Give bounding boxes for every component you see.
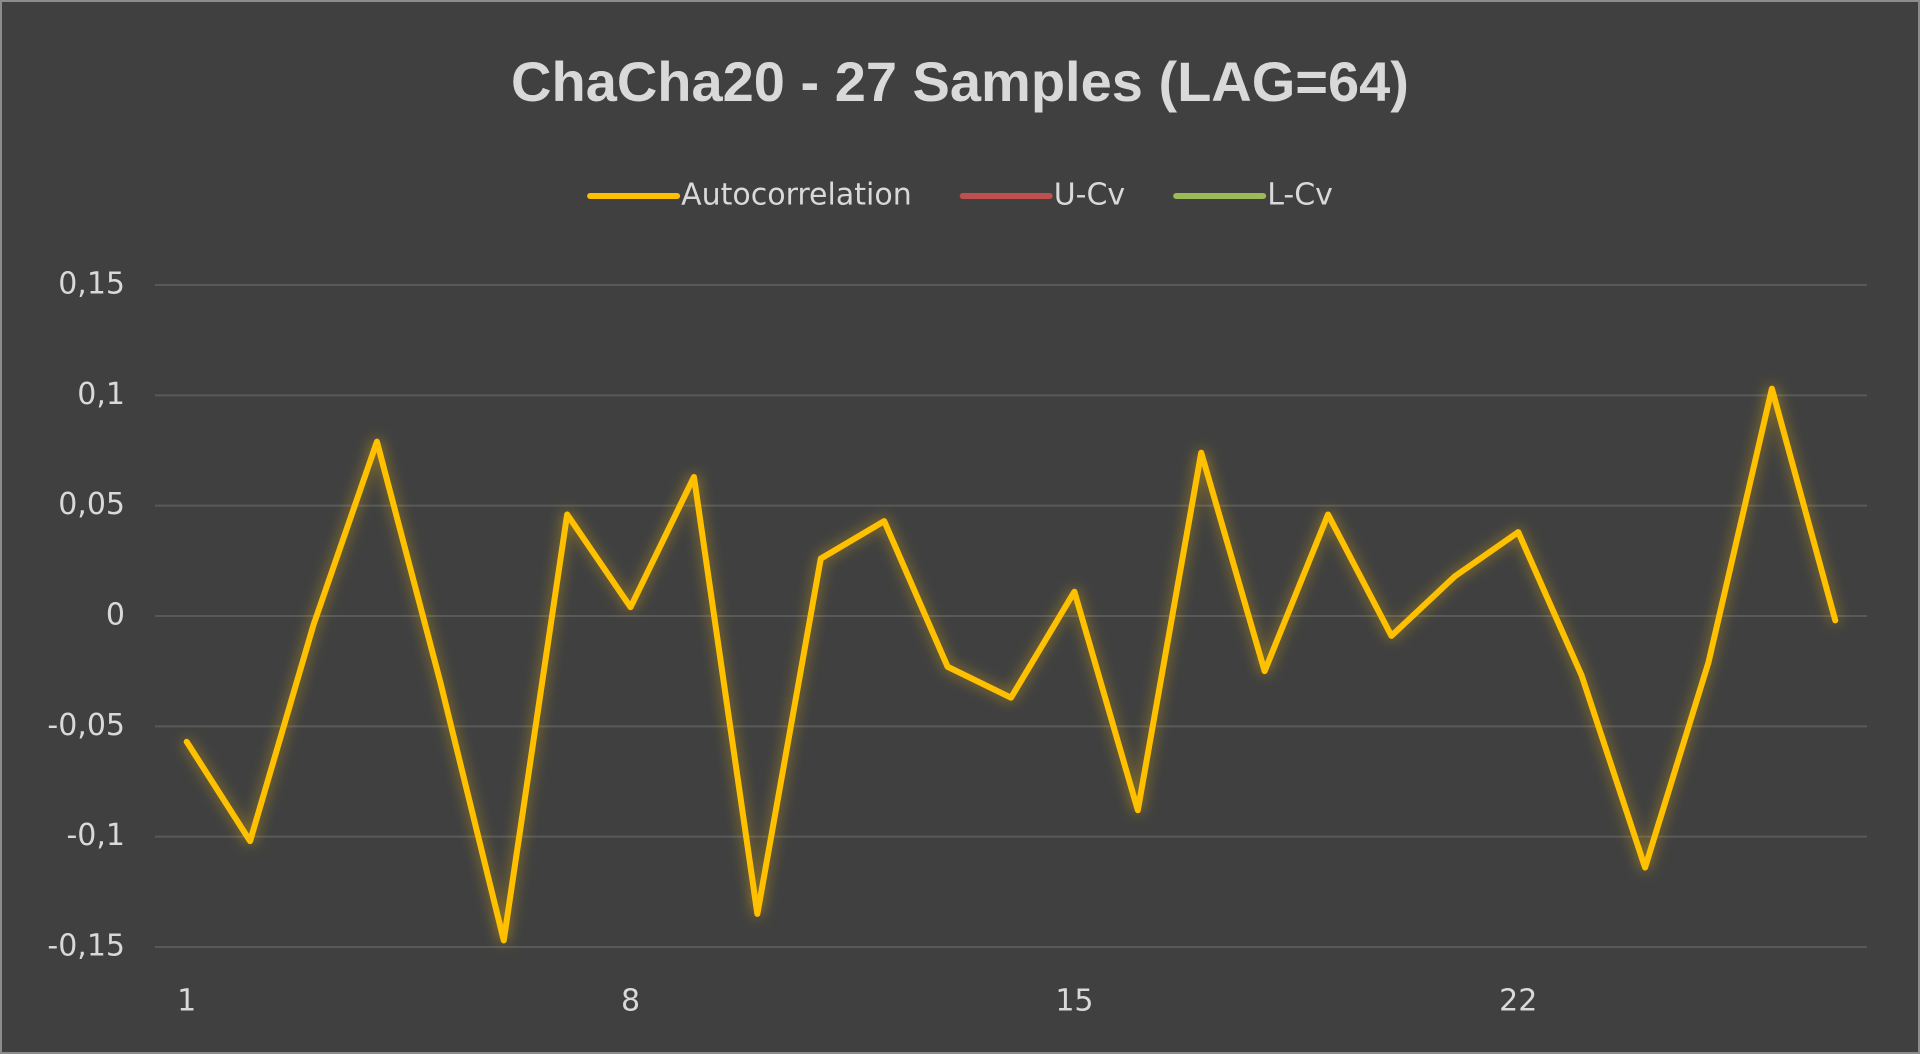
legend-label: U-Cv xyxy=(1054,178,1125,213)
legend-label: L-Cv xyxy=(1267,178,1333,213)
y-tick-label: 0 xyxy=(106,598,125,633)
chart-title: ChaCha20 - 27 Samples (LAG=64) xyxy=(511,50,1409,113)
x-tick-label: 22 xyxy=(1499,984,1537,1019)
y-tick-label: -0,05 xyxy=(47,708,125,743)
x-tick-label: 8 xyxy=(621,984,640,1019)
y-tick-label: 0,15 xyxy=(58,267,125,302)
data-line xyxy=(183,385,1839,944)
y-tick-label: -0,15 xyxy=(47,929,125,964)
y-tick-label: -0,1 xyxy=(66,818,125,853)
y-tick-label: 0,05 xyxy=(58,487,125,522)
y-tick-label: 0,1 xyxy=(77,377,125,412)
x-tick-label: 1 xyxy=(177,984,196,1019)
legend-label: Autocorrelation xyxy=(681,178,912,213)
x-tick-label: 15 xyxy=(1055,984,1093,1019)
